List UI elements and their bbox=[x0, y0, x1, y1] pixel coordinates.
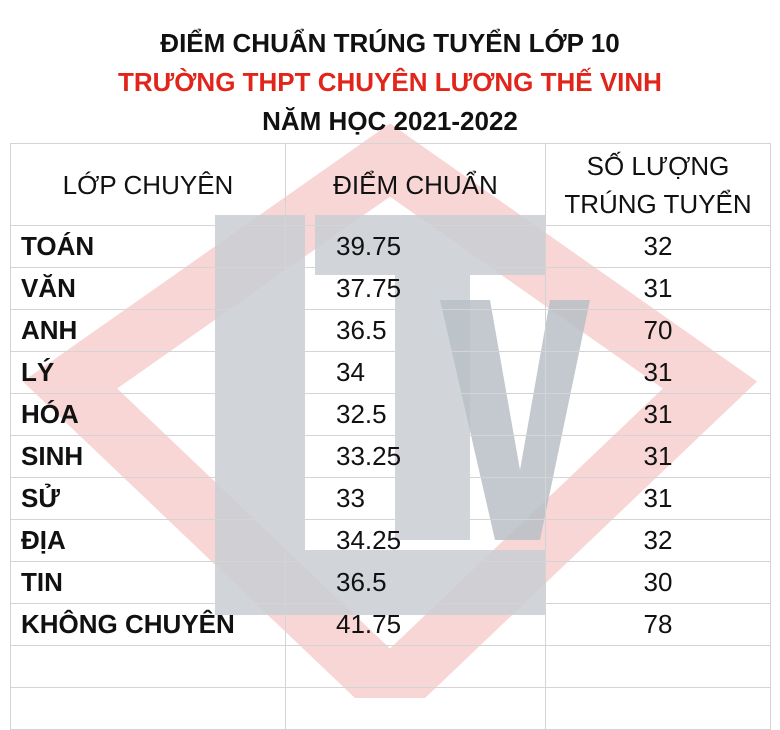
table-cell: LÝ bbox=[10, 351, 286, 394]
column-header: SỐ LƯỢNG TRÚNG TUYỂN bbox=[545, 143, 771, 226]
empty-row bbox=[10, 687, 771, 730]
table-cell: 70 bbox=[545, 309, 771, 352]
table-cell: 78 bbox=[545, 603, 771, 646]
empty-cell bbox=[285, 645, 546, 688]
table-cell: SINH bbox=[10, 435, 286, 478]
table-cell: 33 bbox=[285, 477, 546, 520]
table-cell: 37.75 bbox=[285, 267, 546, 310]
page: ĐIỂM CHUẨN TRÚNG TUYỂN LỚP 10 TRƯỜNG THP… bbox=[10, 28, 771, 730]
table-cell: SỬ bbox=[10, 477, 286, 520]
empty-cell bbox=[285, 687, 546, 730]
empty-cell bbox=[10, 687, 286, 730]
table-cell: 34.25 bbox=[285, 519, 546, 562]
column-header-line: SỐ LƯỢNG bbox=[586, 150, 730, 181]
table-cell: 32 bbox=[545, 519, 771, 562]
table-cell: 33.25 bbox=[285, 435, 546, 478]
column-header-line: ĐIỂM CHUẨN bbox=[333, 169, 498, 200]
table-cell: TIN bbox=[10, 561, 286, 604]
table-cell: 39.75 bbox=[285, 225, 546, 268]
empty-cell bbox=[545, 645, 771, 688]
column-header: LỚP CHUYÊN bbox=[10, 143, 286, 226]
table-row: VĂN 37.75 31 bbox=[10, 267, 771, 310]
table-row: SỬ 33 31 bbox=[10, 477, 771, 520]
table-row: TOÁN 39.75 32 bbox=[10, 225, 771, 268]
header-row: LỚP CHUYÊN ĐIỂM CHUẨN SỐ LƯỢNG TRÚNG TUYỂN bbox=[10, 143, 771, 226]
table-cell: ANH bbox=[10, 309, 286, 352]
column-header: ĐIỂM CHUẨN bbox=[285, 143, 546, 226]
table-cell: 31 bbox=[545, 351, 771, 394]
table-body: TOÁN 39.75 32 VĂN 37.75 31 ANH 36.5 70 LÝ 34 31 HÓA 3… bbox=[10, 225, 771, 730]
empty-cell bbox=[545, 687, 771, 730]
title: ĐIỂM CHUẨN TRÚNG TUYỂN LỚP 10 bbox=[160, 28, 620, 58]
table-cell: HÓA bbox=[10, 393, 286, 436]
table-row: HÓA 32.5 31 bbox=[10, 393, 771, 436]
table-cell: 36.5 bbox=[285, 309, 546, 352]
table-cell: 30 bbox=[545, 561, 771, 604]
table-row: SINH 33.25 31 bbox=[10, 435, 771, 478]
table-cell: KHÔNG CHUYÊN bbox=[10, 603, 286, 646]
table-cell: 31 bbox=[545, 267, 771, 310]
empty-cell bbox=[10, 645, 286, 688]
school-year: NĂM HỌC 2021-2022 bbox=[262, 106, 518, 136]
empty-row bbox=[10, 645, 771, 688]
table-cell: 32 bbox=[545, 225, 771, 268]
table-cell: 32.5 bbox=[285, 393, 546, 436]
table-row: KHÔNG CHUYÊN 41.75 78 bbox=[10, 603, 771, 646]
table-cell: 34 bbox=[285, 351, 546, 394]
table-row: ĐỊA 34.25 32 bbox=[10, 519, 771, 562]
table-cell: VĂN bbox=[10, 267, 286, 310]
table-cell: ĐỊA bbox=[10, 519, 286, 562]
column-header-line: LỚP CHUYÊN bbox=[62, 169, 234, 200]
table-cell: 41.75 bbox=[285, 603, 546, 646]
table-cell: 31 bbox=[545, 393, 771, 436]
table-cell: 31 bbox=[545, 477, 771, 520]
table-row: TIN 36.5 30 bbox=[10, 561, 771, 604]
table-cell: 36.5 bbox=[285, 561, 546, 604]
table-row: ANH 36.5 70 bbox=[10, 309, 771, 352]
table-cell: 31 bbox=[545, 435, 771, 478]
column-header-line: TRÚNG TUYỂN bbox=[564, 188, 752, 219]
school-name: TRƯỜNG THPT CHUYÊN LƯƠNG THẾ VINH bbox=[118, 67, 662, 97]
table-row: LÝ 34 31 bbox=[10, 351, 771, 394]
score-table: LỚP CHUYÊN ĐIỂM CHUẨN SỐ LƯỢNG TRÚNG TUYỂN … bbox=[10, 143, 771, 730]
table-cell: TOÁN bbox=[10, 225, 286, 268]
